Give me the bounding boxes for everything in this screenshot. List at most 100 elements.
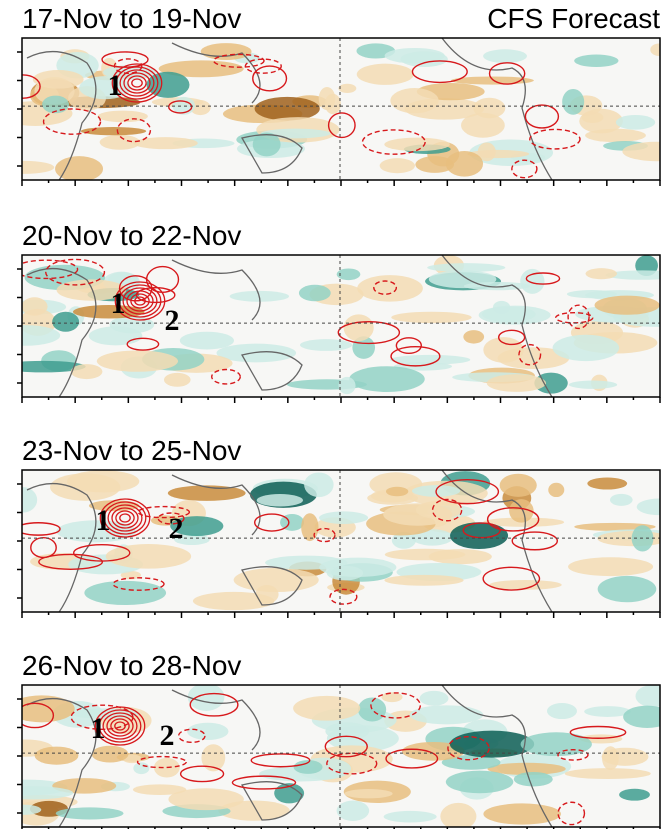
- anomaly-shading: [265, 555, 348, 570]
- anomaly-shading: [358, 697, 387, 722]
- olr-contour: [115, 510, 135, 526]
- olr-contour: [114, 721, 126, 731]
- anomaly-shading: [298, 284, 331, 302]
- anomaly-shading: [445, 770, 514, 794]
- anomaly-shading: [584, 706, 631, 717]
- anomaly-shading: [391, 531, 416, 549]
- anomaly-shading: [55, 156, 104, 180]
- anomaly-shading: [336, 268, 361, 281]
- anomaly-shading: [103, 65, 157, 80]
- anomaly-shading: [170, 516, 224, 537]
- anomaly-shading: [548, 482, 565, 498]
- anomaly-shading: [168, 788, 244, 811]
- anomaly-shading: [32, 70, 84, 89]
- olr-contour: [569, 725, 627, 739]
- anomaly-shading: [349, 366, 425, 392]
- anomaly-shading: [390, 87, 439, 114]
- anomaly-shading: [80, 127, 147, 136]
- anomaly-shading: [483, 337, 524, 363]
- map-field: [22, 38, 660, 180]
- anomaly-shading: [91, 745, 129, 763]
- olr-contour: [253, 513, 290, 532]
- anomaly-shading: [55, 807, 124, 820]
- anomaly-shading: [379, 158, 415, 174]
- map-panel: [17, 254, 661, 403]
- anomaly-shading: [52, 311, 80, 332]
- anomaly-shading: [478, 305, 551, 325]
- anomaly-shading: [133, 762, 150, 775]
- anomaly-shading: [357, 275, 423, 302]
- anomaly-shading: [564, 768, 651, 780]
- anomaly-shading: [411, 529, 454, 546]
- olr-contour: [38, 553, 104, 570]
- coastline: [26, 685, 553, 827]
- olr-contour: [189, 692, 239, 717]
- source-label: CFS Forecast: [487, 3, 660, 34]
- anomaly-shading: [445, 150, 484, 177]
- olr-contour: [123, 72, 151, 94]
- anomaly-shading: [369, 472, 423, 497]
- anomaly-shading: [585, 268, 618, 280]
- olr-contour: [524, 104, 560, 129]
- anomaly-shading: [96, 350, 179, 372]
- olr-contour: [529, 128, 581, 150]
- olr-contour: [99, 498, 151, 538]
- anomaly-shading: [509, 499, 534, 523]
- anomaly-shading: [597, 575, 657, 603]
- anomaly-shading: [440, 802, 477, 827]
- olr-contour: [250, 753, 311, 768]
- anomaly-shading: [356, 63, 414, 85]
- olr-contour: [42, 108, 102, 135]
- anomaly-shading: [293, 760, 323, 774]
- anomaly-shading: [99, 134, 141, 150]
- anomaly-shading: [450, 76, 534, 85]
- anomaly-shading: [427, 263, 506, 273]
- anomaly-shading: [463, 330, 485, 344]
- anomaly-shading: [619, 788, 650, 801]
- anomaly-shading: [22, 360, 86, 373]
- anomaly-shading: [120, 570, 141, 580]
- olr-contour: [488, 62, 526, 85]
- olr-contour: [106, 715, 134, 737]
- anomaly-shading: [319, 511, 369, 525]
- olr-contour: [130, 293, 150, 309]
- olr-contour: [111, 507, 139, 529]
- anomaly-shading: [66, 470, 140, 493]
- olr-contour: [119, 513, 131, 523]
- anomaly-shading: [483, 49, 527, 63]
- map-panel: [17, 684, 661, 829]
- anomaly-shading: [384, 574, 464, 586]
- anomaly-shading: [622, 141, 660, 162]
- anomaly-shading: [605, 270, 660, 280]
- anomaly-shading: [22, 487, 38, 513]
- anomaly-shading: [252, 132, 281, 157]
- olr-contour: [327, 112, 356, 139]
- anomaly-shading: [326, 565, 364, 581]
- anomaly-shading: [415, 500, 462, 520]
- anomaly-shading: [581, 111, 604, 123]
- olr-contour: [324, 735, 368, 758]
- anomaly-shading: [22, 325, 61, 346]
- anomaly-shading: [343, 314, 374, 342]
- anomaly-shading: [201, 744, 226, 772]
- anomaly-shading: [450, 522, 509, 550]
- anomaly-shading: [216, 343, 297, 363]
- anomaly-shading: [467, 149, 530, 159]
- olr-contour: [486, 507, 540, 532]
- anomaly-shading: [461, 112, 505, 138]
- anomaly-shading: [409, 705, 484, 725]
- anomaly-shading: [42, 95, 70, 114]
- olr-contour: [107, 504, 143, 532]
- anomaly-shading: [52, 778, 117, 794]
- olr-contour: [337, 320, 401, 345]
- anomaly-shading: [385, 486, 409, 497]
- anomaly-shading: [449, 730, 535, 758]
- anomaly-shading: [34, 746, 79, 765]
- olr-contour: [22, 74, 41, 99]
- anomaly-shading: [187, 722, 229, 741]
- mjo-marker: 1: [96, 504, 111, 537]
- mjo-marker: 1: [108, 69, 123, 102]
- anomaly-shading: [546, 703, 577, 720]
- anomaly-shading: [200, 43, 252, 60]
